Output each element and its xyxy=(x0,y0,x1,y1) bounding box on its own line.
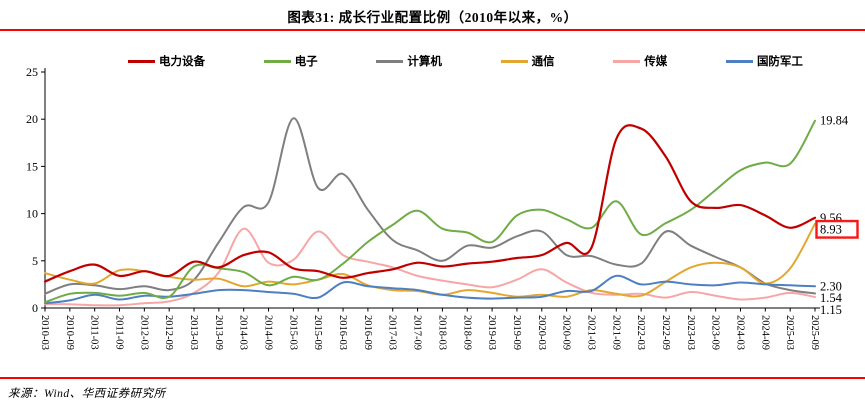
end-label-defense: 2.30 xyxy=(820,279,842,293)
legend-item-power-equipment: 电力设备 xyxy=(128,53,205,69)
figure-title: 图表31: 成长行业配置比例（2010年以来，%） xyxy=(287,10,578,25)
series-line-defense xyxy=(44,274,816,305)
x-tick-label: 2017-09 xyxy=(412,315,423,350)
x-tick-label: 2018-09 xyxy=(461,315,472,350)
x-tick-label: 2021-09 xyxy=(610,315,621,350)
legend-item-defense: 国防军工 xyxy=(725,53,803,69)
title-divider xyxy=(0,29,865,31)
highlight-box-telecom xyxy=(815,219,859,239)
legend-item-computer: 计算机 xyxy=(376,53,442,69)
x-tick-label: 2022-09 xyxy=(660,315,671,350)
chart-legend: 电力设备 电子 计算机 通信 传媒 国防军工 xyxy=(128,53,803,69)
y-tick-label: 10 xyxy=(26,207,38,221)
y-tick-label: 20 xyxy=(26,112,38,126)
legend-swatch-computer xyxy=(376,59,404,63)
x-tick-label: 2024-09 xyxy=(759,315,770,350)
end-label-electronics: 19.84 xyxy=(820,114,849,128)
legend-label-defense: 国防军工 xyxy=(756,56,803,68)
x-tick-label: 2010-09 xyxy=(64,315,75,350)
x-tick-label: 2020-09 xyxy=(561,315,572,350)
x-tick-label: 2019-09 xyxy=(511,315,522,350)
legend-swatch-electronics xyxy=(263,59,291,63)
x-tick-label: 2014-09 xyxy=(263,315,274,350)
legend-swatch-defense xyxy=(725,59,753,63)
x-tick-label: 2013-09 xyxy=(213,315,224,350)
y-tick-label: 15 xyxy=(26,159,38,173)
x-tick-label: 2025-09 xyxy=(809,315,820,350)
y-tick-label: 25 xyxy=(26,65,38,79)
legend-label-telecom: 通信 xyxy=(531,56,555,68)
series-line-media xyxy=(44,227,816,307)
x-tick-label: 2016-03 xyxy=(337,315,348,350)
y-tick-label: 5 xyxy=(32,254,38,268)
x-tick-label: 2019-03 xyxy=(486,315,497,350)
source-note: 来源：Wind、华西证券研究所 xyxy=(8,388,166,400)
end-label-media: 1.15 xyxy=(820,303,842,317)
end-label-telecom: 8.93 xyxy=(820,223,842,237)
legend-swatch-power-equipment xyxy=(128,59,155,63)
x-tick-label: 2024-03 xyxy=(734,315,745,350)
x-tick-label: 2018-03 xyxy=(436,315,447,350)
legend-swatch-media xyxy=(613,59,641,63)
x-tick-label: 2022-03 xyxy=(635,315,646,350)
x-tick-label: 2017-03 xyxy=(387,315,398,350)
x-tick-label: 2010-03 xyxy=(39,315,50,350)
legend-item-electronics: 电子 xyxy=(263,53,318,69)
x-tick-label: 2015-09 xyxy=(312,315,323,350)
x-tick-label: 2011-09 xyxy=(114,315,125,350)
legend-label-media: 传媒 xyxy=(644,56,668,68)
x-tick-label: 2012-09 xyxy=(163,315,174,350)
x-tick-label: 2015-03 xyxy=(287,315,298,350)
x-tick-label: 2023-03 xyxy=(685,315,696,350)
x-tick-label: 2025-03 xyxy=(784,315,795,350)
x-tick-label: 2023-09 xyxy=(710,315,721,350)
legend-swatch-telecom xyxy=(500,59,528,63)
x-tick-label: 2012-03 xyxy=(138,315,149,350)
series-line-power-equipment xyxy=(43,124,817,283)
series-line-computer xyxy=(44,117,816,295)
x-tick-label: 2016-09 xyxy=(362,315,373,350)
legend-item-telecom: 通信 xyxy=(500,53,555,69)
x-tick-label: 2021-03 xyxy=(585,315,596,350)
x-tick-label: 2020-03 xyxy=(536,315,547,350)
y-tick-label: 0 xyxy=(32,301,38,315)
legend-label-electronics: 电子 xyxy=(294,56,318,68)
series-line-electronics xyxy=(44,119,816,304)
x-tick-label: 2014-03 xyxy=(238,315,249,350)
footer-divider xyxy=(0,377,865,379)
end-label-computer: 1.54 xyxy=(820,291,843,305)
x-tick-label: 2013-03 xyxy=(188,315,199,350)
legend-label-power-equipment: 电力设备 xyxy=(159,56,205,68)
legend-label-computer: 计算机 xyxy=(407,56,442,68)
x-tick-label: 2011-03 xyxy=(89,315,100,350)
legend-item-media: 传媒 xyxy=(613,53,667,69)
